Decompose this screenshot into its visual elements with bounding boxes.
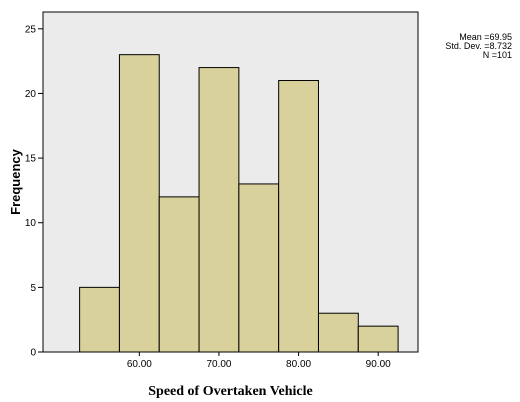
y-axis-title: Frequency xyxy=(8,148,23,215)
histogram-bar-8 xyxy=(357,325,399,353)
histogram-bar-3 xyxy=(158,196,200,353)
histogram-bar-1 xyxy=(79,286,120,353)
histogram-bar-2 xyxy=(118,54,160,353)
bars-group xyxy=(79,54,399,353)
y-tick-label: 20 xyxy=(25,89,37,100)
y-tick-label: 10 xyxy=(25,218,37,229)
y-tick-label: 25 xyxy=(25,24,37,35)
y-tick-label: 5 xyxy=(30,283,36,294)
x-tick-label: 80.00 xyxy=(286,359,311,370)
x-tick-label: 90.00 xyxy=(366,359,391,370)
x-tick-label: 60.00 xyxy=(127,359,152,370)
y-ticks-group: 0 5 10 15 20 25 xyxy=(25,24,43,359)
x-ticks-group: 60.00 70.00 80.00 90.00 xyxy=(127,352,391,370)
stats-n: N =101 xyxy=(483,50,512,60)
stats-mean: Mean =69.95 xyxy=(459,32,512,42)
histogram-bar-6 xyxy=(278,80,319,353)
histogram-bar-4 xyxy=(198,67,240,353)
x-tick-label: 70.00 xyxy=(206,359,231,370)
histogram-bar-7 xyxy=(317,312,359,353)
plot-frame xyxy=(42,11,419,353)
axes-group xyxy=(42,11,419,353)
stats-std-dev: Std. Dev. =8.732 xyxy=(445,41,512,51)
y-tick-label: 15 xyxy=(25,154,37,165)
histogram-bar-5 xyxy=(238,183,280,353)
y-tick-label: 0 xyxy=(30,348,36,359)
x-axis-title: Speed of Overtaken Vehicle xyxy=(148,384,313,399)
